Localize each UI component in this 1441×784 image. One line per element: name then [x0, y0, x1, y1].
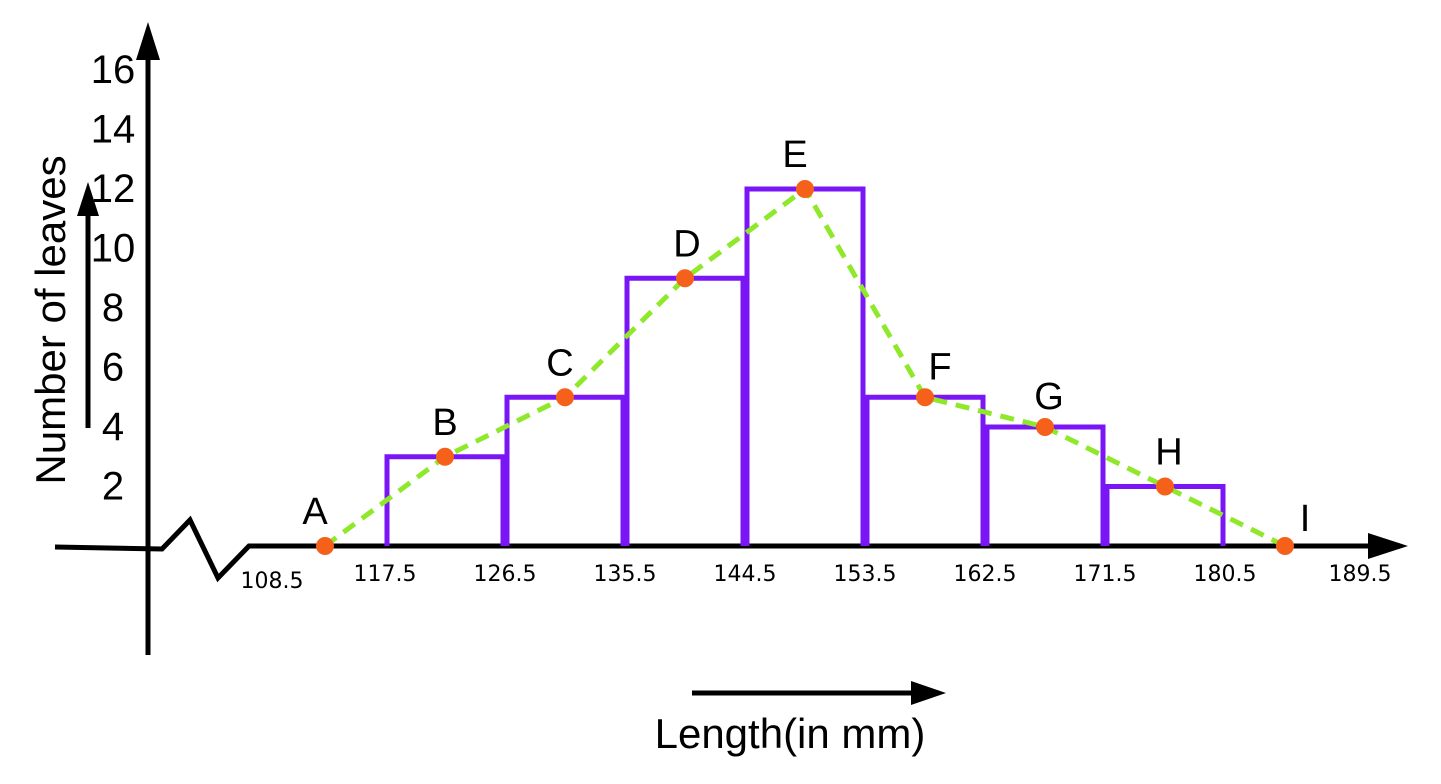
- point-label-C: C: [546, 342, 573, 384]
- x-tick-label: 180.5: [1194, 562, 1257, 587]
- point-label-G: G: [1034, 376, 1064, 418]
- y-tick-labels: 2 4 6 8 10 12 14 16: [91, 48, 136, 509]
- y-axis-arrow-icon: [136, 22, 160, 60]
- histogram-bar-0: [384, 454, 506, 546]
- polygon-point-E: [796, 180, 814, 198]
- point-label-F: F: [928, 346, 951, 388]
- polygon-points: A B C D E F G H I: [302, 134, 1310, 555]
- point-label-E: E: [782, 134, 807, 176]
- x-label-arrow-icon: [911, 681, 946, 705]
- y-tick-label: 14: [91, 108, 136, 152]
- point-label-H: H: [1155, 432, 1182, 474]
- y-tick-label: 16: [91, 48, 136, 92]
- frequency-polygon: [323, 185, 1287, 549]
- x-tick-label: 108.5: [241, 569, 304, 594]
- frequency-polygon-line: [323, 185, 1287, 549]
- y-tick-label: 8: [102, 286, 124, 330]
- x-axis-break: [54, 515, 262, 583]
- polygon-point-C: [556, 388, 574, 407]
- histogram-bar-4: [864, 394, 986, 546]
- x-tick-label: 135.5: [594, 562, 657, 587]
- y-tick-label: 10: [91, 227, 136, 271]
- y-tick-label: 2: [102, 465, 124, 509]
- y-tick-label: 12: [91, 167, 136, 211]
- x-tick-label: 144.5: [714, 562, 777, 587]
- histogram-bar-3: [744, 186, 866, 546]
- polygon-point-B: [436, 447, 454, 466]
- polygon-point-G: [1036, 418, 1054, 436]
- polygon-point-F: [916, 388, 934, 407]
- point-label-I: I: [1300, 498, 1311, 540]
- y-tick-label: 6: [102, 346, 124, 390]
- polygon-point-I: [1276, 537, 1294, 555]
- x-tick-label: 153.5: [834, 562, 897, 587]
- x-tick-label: 126.5: [474, 562, 537, 587]
- x-tick-label: 171.5: [1074, 562, 1137, 587]
- point-label-B: B: [432, 402, 457, 444]
- point-label-A: A: [302, 491, 328, 533]
- histogram-bar-5: [984, 424, 1106, 546]
- y-label-arrow-icon: [77, 182, 99, 216]
- histogram-bars: [384, 186, 1226, 546]
- x-axis-label: Length(in mm): [655, 710, 926, 757]
- x-axis-arrow-icon: [1368, 533, 1408, 559]
- x-tick-label: 162.5: [954, 562, 1017, 587]
- x-tick-label: 189.5: [1329, 562, 1392, 587]
- x-tick-labels: 108.5 117.5 126.5 135.5 144.5 153.5 162.5 171.5…: [241, 562, 1392, 594]
- y-axis-label: Number of leaves: [27, 155, 74, 484]
- polygon-point-D: [676, 269, 694, 288]
- x-tick-label: 117.5: [354, 562, 417, 587]
- polygon-point-H: [1156, 477, 1174, 496]
- polygon-point-A: [316, 537, 334, 555]
- y-tick-label: 4: [102, 405, 124, 449]
- point-label-D: D: [673, 223, 700, 265]
